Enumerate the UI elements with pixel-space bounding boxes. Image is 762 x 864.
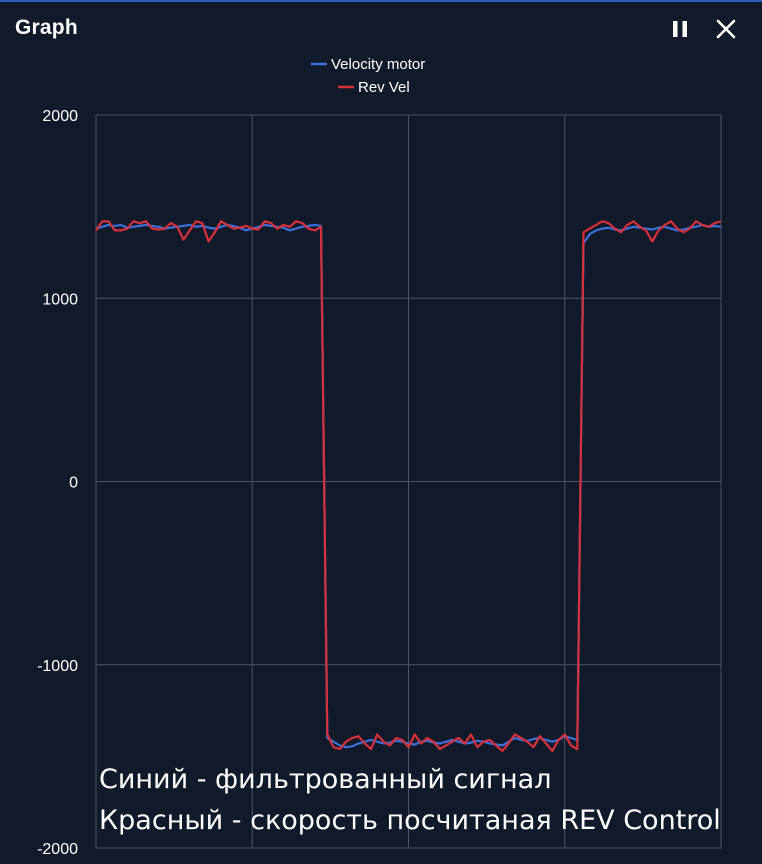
window-title: Graph	[15, 16, 78, 39]
legend-label: Rev Vel	[358, 79, 410, 96]
chart-series	[95, 220, 722, 753]
series-line	[95, 220, 722, 753]
legend-label: Velocity motor	[331, 56, 425, 73]
close-button[interactable]	[713, 16, 739, 42]
y-tick-label: -2000	[37, 841, 78, 858]
y-axis-ticks: 2000 1000 0 -1000 -2000	[37, 108, 78, 858]
chart-grid	[95, 114, 722, 849]
chart-legend: Velocity motor Rev Vel	[311, 56, 425, 96]
y-tick-label: -1000	[37, 658, 78, 675]
pause-button[interactable]	[668, 16, 694, 42]
y-tick-label: 0	[69, 475, 78, 492]
y-tick-label: 2000	[42, 108, 78, 125]
caption-blue-description: Синий - фильтрованный сигнал	[99, 764, 552, 795]
window-top-border	[0, 0, 762, 2]
y-tick-label: 1000	[42, 291, 78, 308]
caption-red-description: Красный - скорость посчитаная REV Contro…	[99, 805, 721, 836]
window-header: Graph	[0, 2, 762, 54]
close-icon	[716, 19, 736, 39]
pause-icon	[673, 21, 687, 37]
